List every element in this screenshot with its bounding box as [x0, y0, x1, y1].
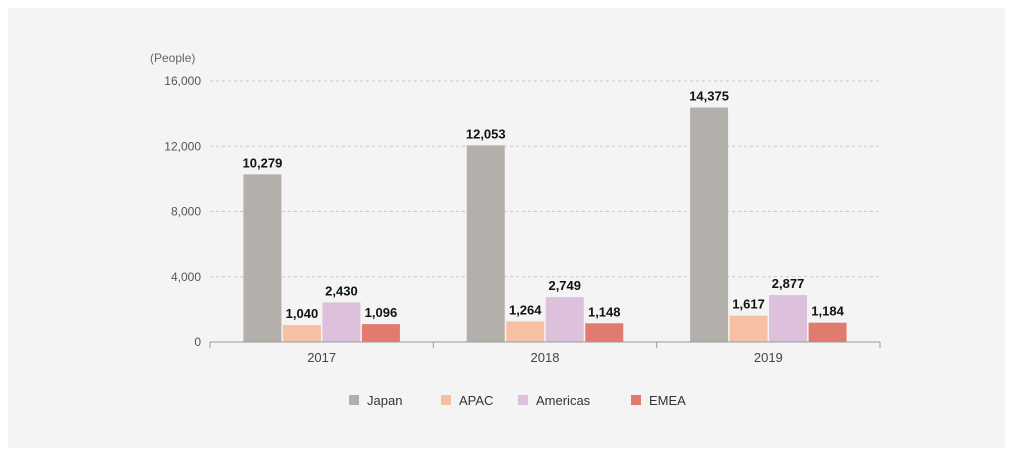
bar-apac-2017: [282, 325, 321, 342]
bar-americas-2017: [322, 302, 361, 342]
bar-emea-2019: [808, 322, 847, 342]
data-label-japan-2019: 14,375: [689, 89, 729, 104]
gridlines: [210, 80, 880, 278]
legend-swatch-emea: [631, 395, 641, 405]
data-label-japan-2018: 12,053: [466, 126, 506, 141]
bars: [243, 107, 847, 342]
legend-label-americas: Americas: [536, 393, 591, 408]
y-tick-label: 8,000: [171, 205, 201, 219]
x-category-label: 2019: [754, 350, 783, 365]
bar-japan-2018: [466, 145, 505, 342]
bar-apac-2018: [506, 321, 545, 342]
y-tick-label: 0: [194, 335, 201, 349]
data-label-japan-2017: 10,279: [243, 155, 283, 170]
legend-label-emea: EMEA: [649, 393, 686, 408]
data-label-apac-2017: 1,040: [286, 306, 319, 321]
bar-emea-2018: [585, 323, 624, 342]
data-label-americas-2017: 2,430: [325, 283, 358, 298]
legend-label-apac: APAC: [459, 393, 493, 408]
legend: Japan APAC Americas EMEA: [349, 393, 686, 408]
bar-americas-2019: [769, 295, 808, 342]
legend-label-japan: Japan: [367, 393, 402, 408]
bar-emea-2017: [361, 324, 400, 342]
legend-swatch-apac: [441, 395, 451, 405]
x-category-label: 2017: [307, 350, 336, 365]
x-category-label: 2018: [531, 350, 560, 365]
bar-japan-2017: [243, 174, 282, 342]
bar-japan-2019: [690, 107, 729, 342]
data-label-apac-2019: 1,617: [732, 297, 765, 312]
y-axis-ticks: 0 4,000 8,000 12,000 16,000: [164, 74, 201, 349]
legend-swatch-americas: [518, 395, 528, 405]
data-label-emea-2018: 1,148: [588, 304, 621, 319]
legend-swatch-japan: [349, 395, 359, 405]
bar-americas-2018: [545, 297, 584, 342]
y-tick-label: 4,000: [171, 270, 201, 284]
data-label-americas-2019: 2,877: [772, 276, 805, 291]
data-labels: 10,279 1,040 2,430 1,096 12,053 1,264 2,749 1,1…: [243, 89, 845, 322]
bar-apac-2019: [729, 315, 768, 342]
y-tick-label: 12,000: [164, 139, 201, 153]
data-label-emea-2017: 1,096: [365, 305, 398, 320]
data-label-americas-2018: 2,749: [548, 278, 581, 293]
data-label-apac-2018: 1,264: [509, 302, 542, 317]
x-axis: 2017 2018 2019: [209, 341, 881, 365]
y-axis-unit-label: (People): [150, 51, 195, 65]
data-label-emea-2019: 1,184: [811, 304, 844, 319]
y-tick-label: 16,000: [164, 74, 201, 88]
